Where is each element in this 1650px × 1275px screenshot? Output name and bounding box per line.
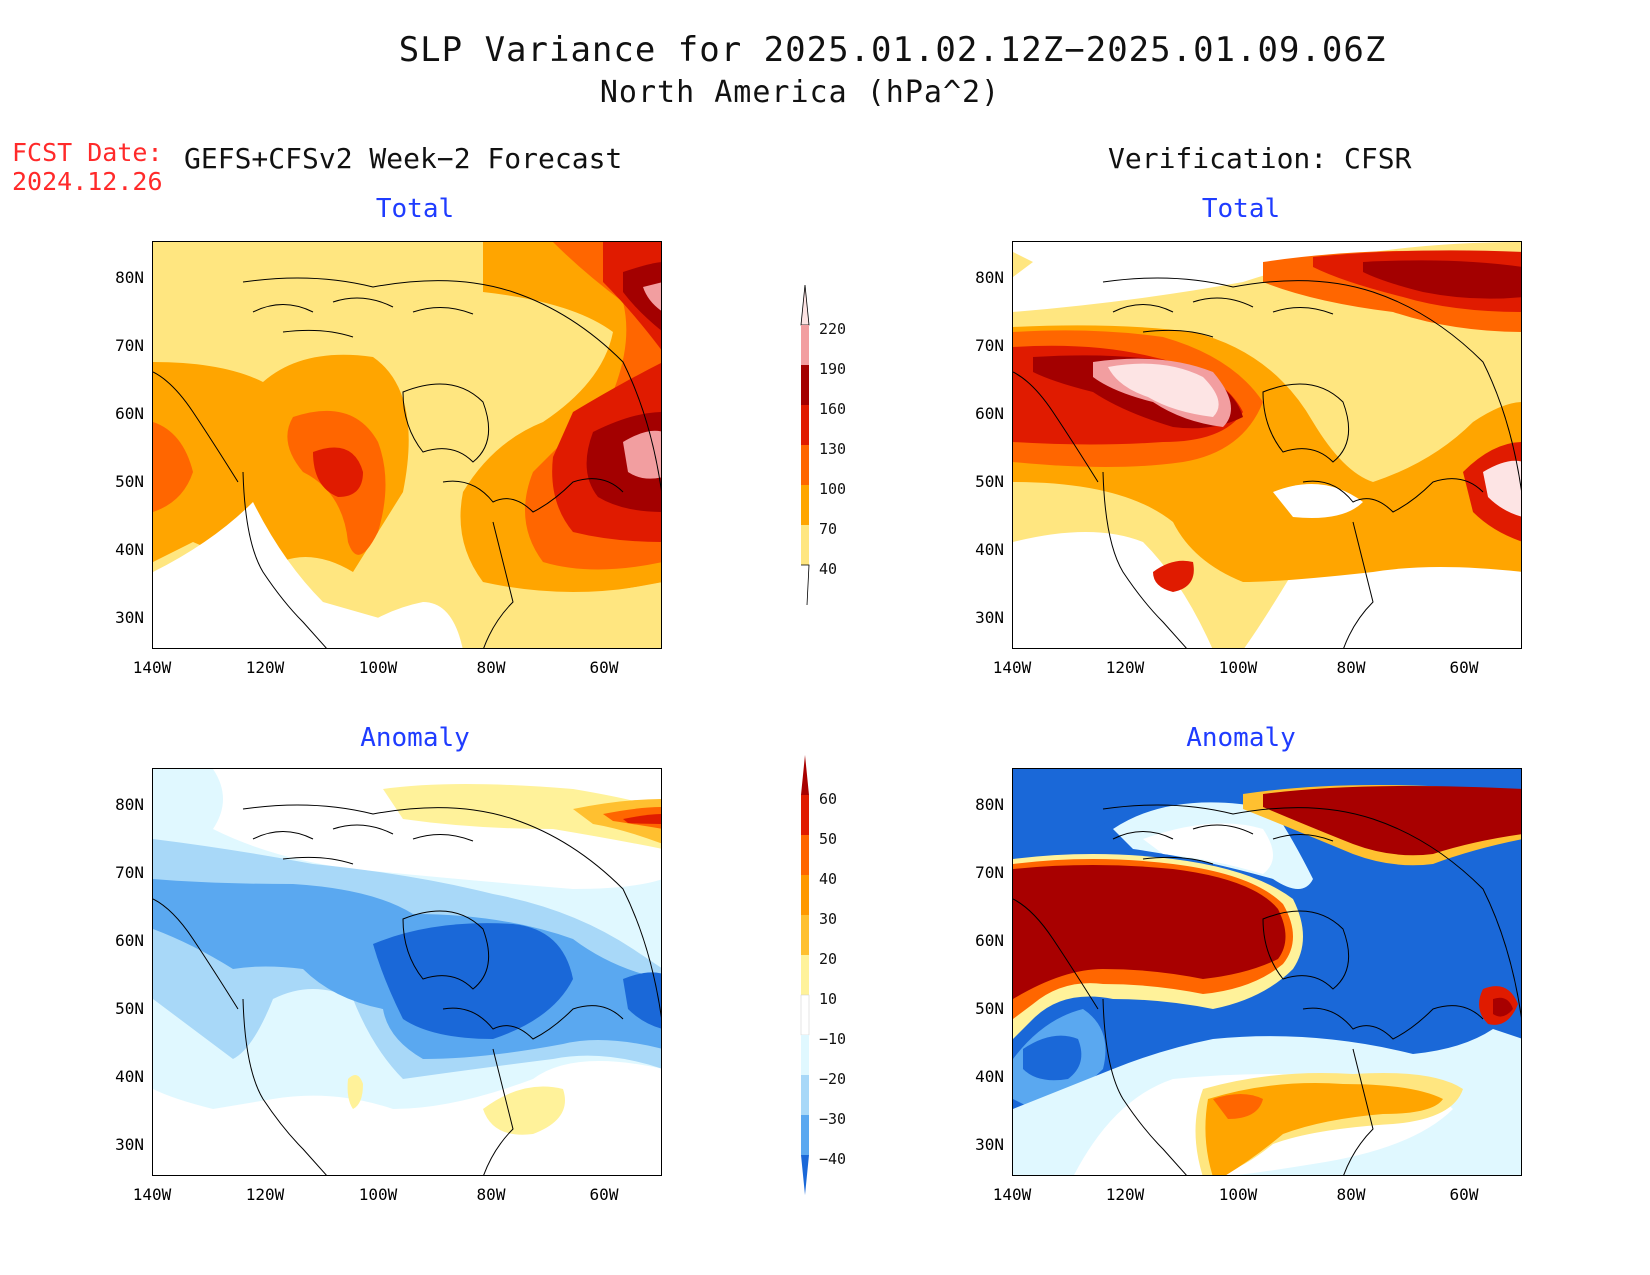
lat-label: 70N [975, 336, 1004, 355]
lon-label: 80W [476, 658, 506, 677]
anomaly-colorbar: 60 50 40 30 20 10 −10 −20 −30 −40 [795, 755, 846, 1204]
total-colorbar-label: 220 [819, 320, 847, 338]
verif-total-map [1012, 241, 1522, 649]
total-colorbar-label: 40 [819, 560, 838, 578]
lat-label: 50N [975, 999, 1004, 1018]
anomaly-colorbar-swatches [800, 755, 810, 1195]
lon-label: 120W [245, 658, 285, 677]
total-colorbar-label: 70 [819, 520, 838, 538]
lon-label: 60W [1449, 1185, 1479, 1204]
lon-label: 140W [992, 658, 1032, 677]
lat-label: 30N [975, 1135, 1004, 1154]
anomaly-colorbar-label: 60 [819, 790, 838, 808]
lat-label: 40N [975, 540, 1004, 559]
chart-title: SLP Variance for 2025.01.02.12Z−2025.01.… [398, 30, 1387, 70]
lat-label: 30N [115, 608, 144, 627]
lat-label: 40N [975, 1067, 1004, 1086]
lat-label: 60N [115, 404, 144, 423]
lat-label: 50N [115, 472, 144, 491]
lon-label: 100W [1218, 1185, 1258, 1204]
forecast-anomaly-map [152, 768, 662, 1176]
lon-label: 60W [1449, 658, 1479, 677]
lon-label: 80W [476, 1185, 506, 1204]
lon-label: 80W [1336, 1185, 1366, 1204]
total-colorbar: 220 190 160 130 100 70 40 [795, 284, 846, 619]
fcst-date-block: FCST Date: 2024.12.26 [12, 138, 163, 196]
lat-label: 70N [115, 336, 144, 355]
verification-heading: Verification: CFSR [1108, 142, 1412, 175]
anomaly-colorbar-label: −10 [819, 1030, 847, 1048]
forecast-heading: GEFS+CFSv2 Week−2 Forecast [184, 142, 623, 175]
lon-label: 100W [358, 1185, 398, 1204]
lon-label: 120W [245, 1185, 285, 1204]
lat-label: 30N [975, 608, 1004, 627]
lat-label: 50N [975, 472, 1004, 491]
anomaly-colorbar-label: −20 [819, 1070, 847, 1088]
total-colorbar-swatches [800, 284, 810, 606]
lat-label: 80N [975, 268, 1004, 287]
lat-label: 40N [115, 540, 144, 559]
verif-anomaly-map [1012, 768, 1522, 1176]
lon-label: 80W [1336, 658, 1366, 677]
verif-anomaly-title: Anomaly [1186, 723, 1296, 753]
anomaly-colorbar-label: 40 [819, 870, 838, 888]
lat-label: 60N [115, 931, 144, 950]
lat-label: 70N [975, 863, 1004, 882]
forecast-total-title: Total [375, 194, 455, 224]
anomaly-colorbar-label: 20 [819, 950, 838, 968]
lat-label: 40N [115, 1067, 144, 1086]
lat-label: 80N [115, 795, 144, 814]
lon-label: 120W [1105, 1185, 1145, 1204]
lat-label: 30N [115, 1135, 144, 1154]
anomaly-colorbar-label: 30 [819, 910, 838, 928]
lat-label: 60N [975, 931, 1004, 950]
total-colorbar-label: 100 [819, 480, 847, 498]
total-colorbar-label: 160 [819, 400, 847, 418]
forecast-total-map [152, 241, 662, 649]
anomaly-colorbar-label: −40 [819, 1150, 847, 1168]
lon-label: 100W [1218, 658, 1258, 677]
lat-label: 80N [975, 795, 1004, 814]
lat-label: 50N [115, 999, 144, 1018]
fcst-date-value: 2024.12.26 [12, 167, 163, 196]
lat-label: 80N [115, 268, 144, 287]
chart-subtitle: North America (hPa^2) [599, 75, 1001, 110]
lon-label: 140W [132, 658, 172, 677]
verif-total-title: Total [1201, 194, 1281, 224]
total-colorbar-label: 130 [819, 440, 847, 458]
total-colorbar-label: 190 [819, 360, 847, 378]
lat-label: 70N [115, 863, 144, 882]
lon-label: 140W [992, 1185, 1032, 1204]
lon-label: 140W [132, 1185, 172, 1204]
anomaly-colorbar-label: −30 [819, 1110, 847, 1128]
anomaly-colorbar-label: 10 [819, 990, 838, 1008]
fcst-date-label: FCST Date: [12, 138, 163, 167]
lon-label: 60W [589, 658, 619, 677]
anomaly-colorbar-label: 50 [819, 830, 838, 848]
lat-label: 60N [975, 404, 1004, 423]
lon-label: 60W [589, 1185, 619, 1204]
forecast-anomaly-title: Anomaly [360, 723, 470, 753]
lon-label: 120W [1105, 658, 1145, 677]
lon-label: 100W [358, 658, 398, 677]
